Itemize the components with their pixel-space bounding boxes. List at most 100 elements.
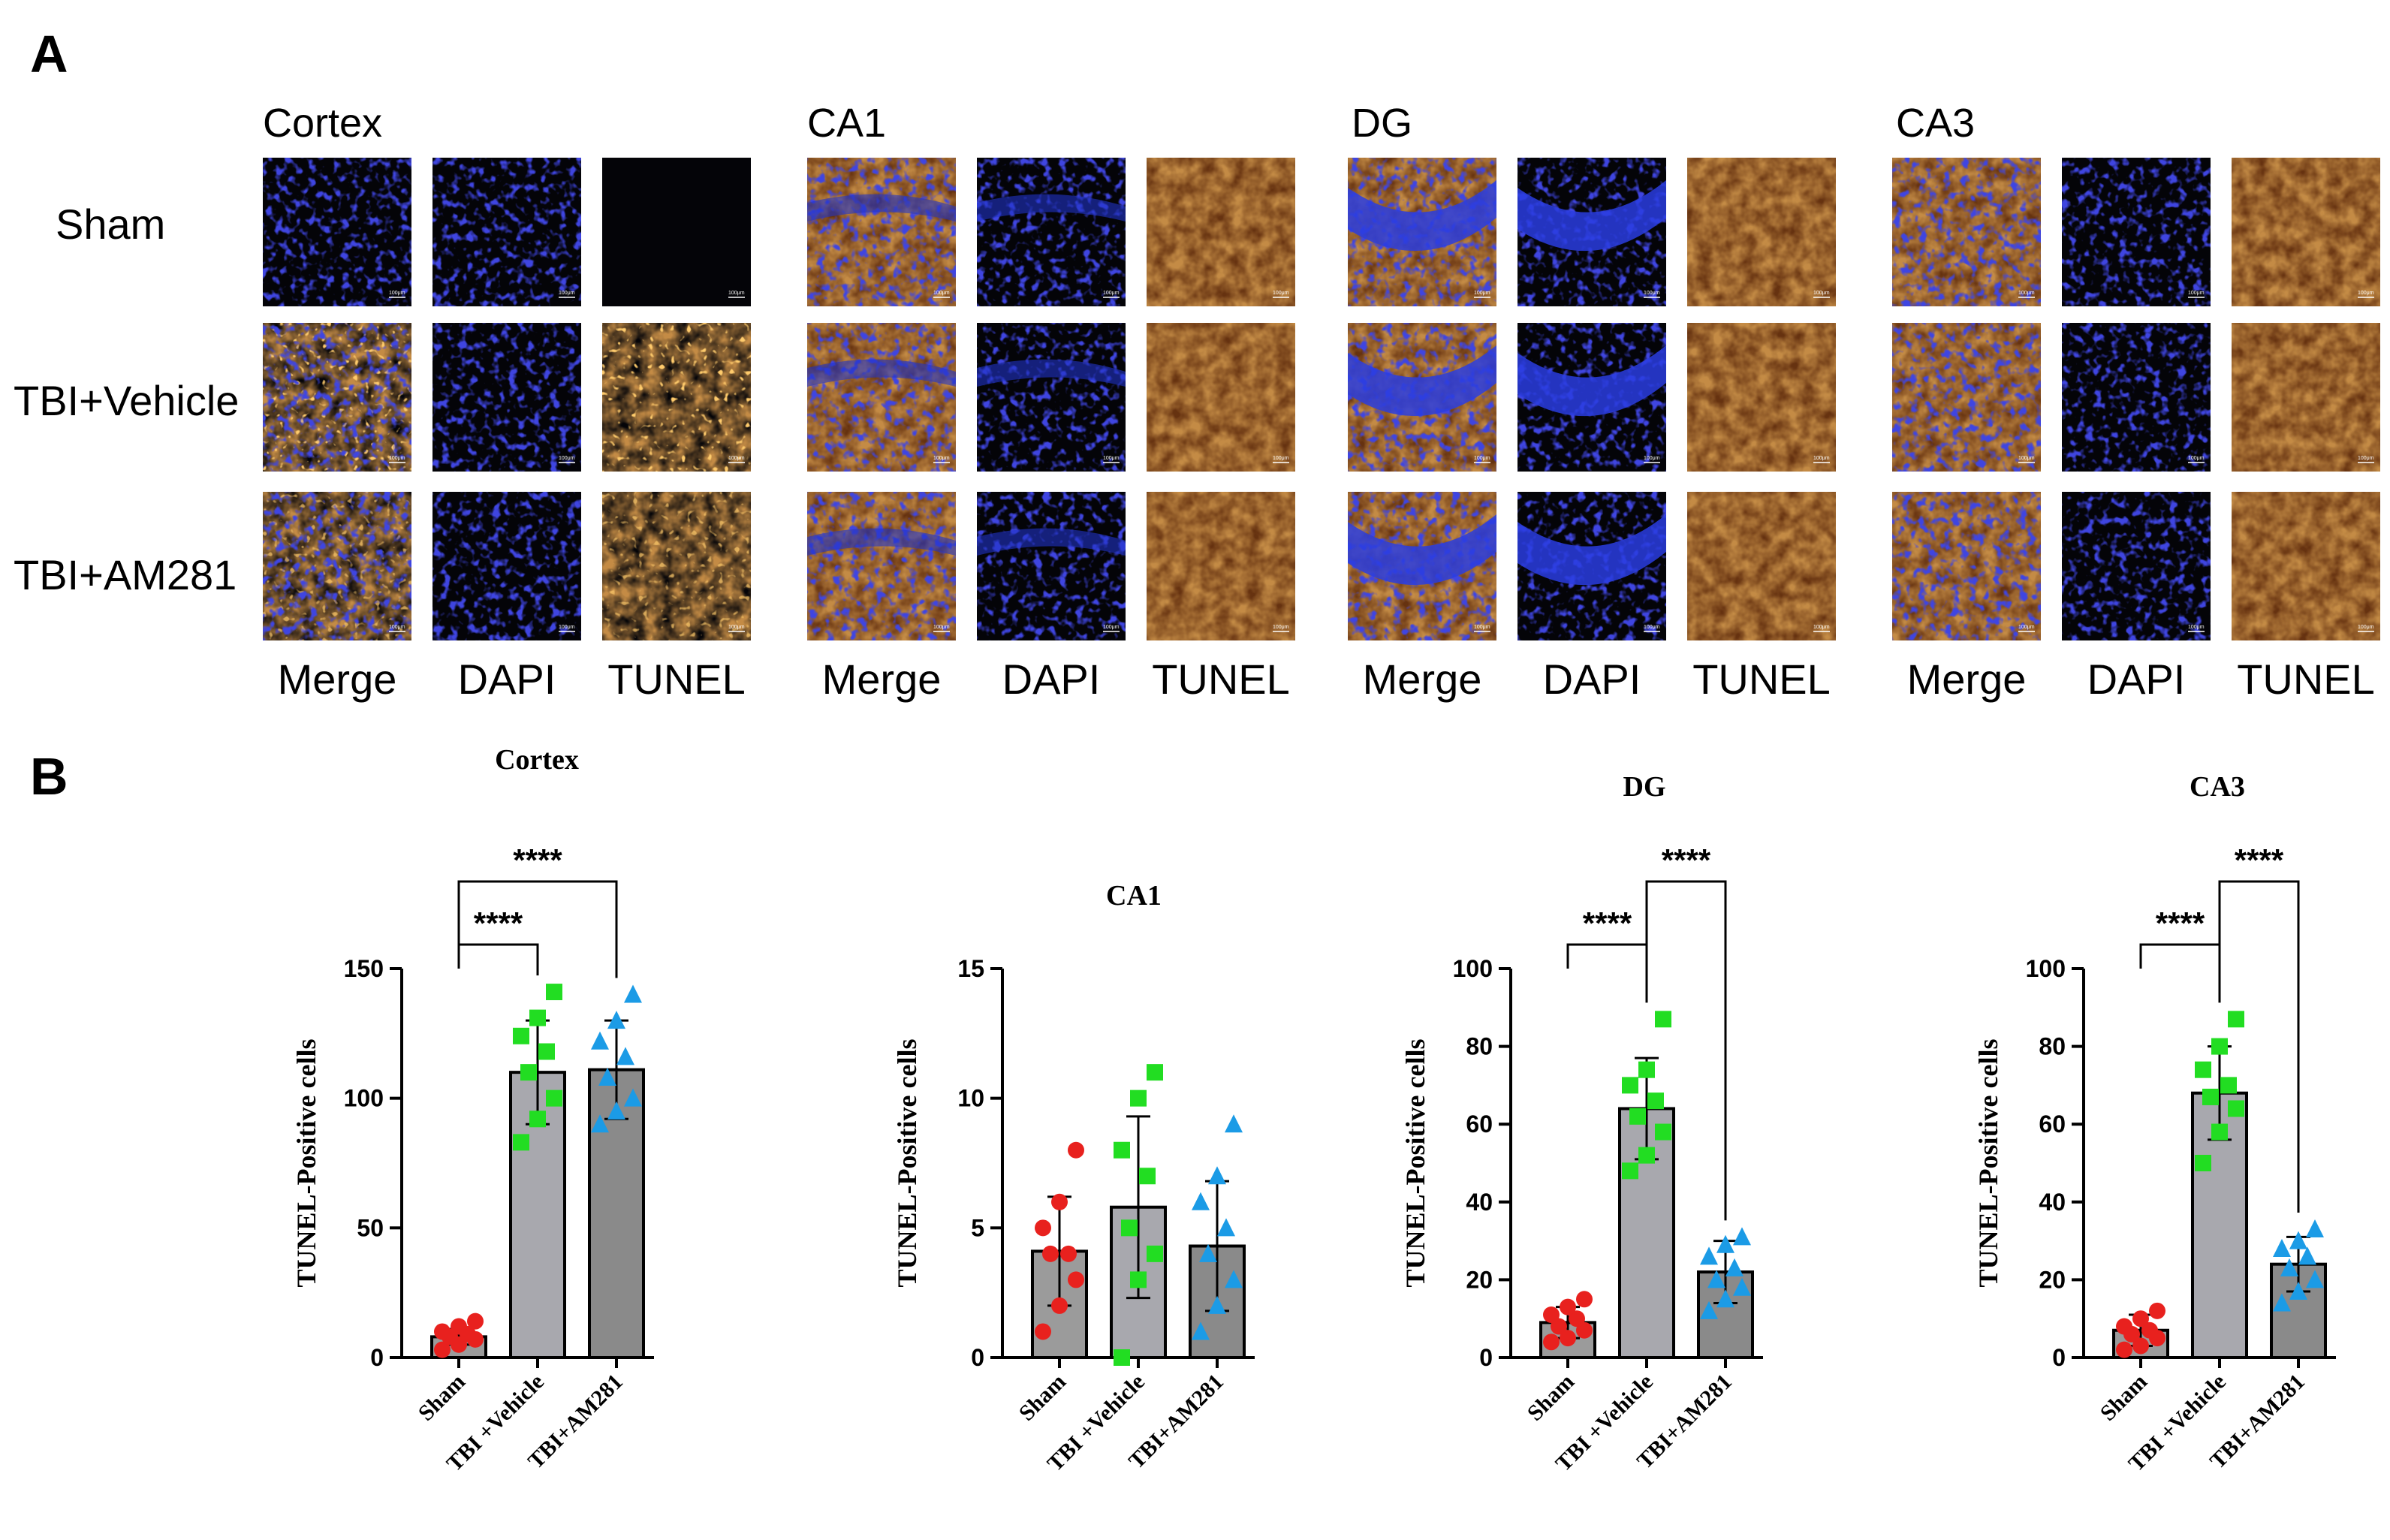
- data-point-0-3: [1551, 1318, 1567, 1335]
- micrograph-ca1-merge-row1: 100μm: [807, 323, 956, 472]
- significance-bracket-1: [457, 880, 618, 978]
- y-tick-label: 50: [357, 1214, 384, 1241]
- row-label-tbi-vehicle: TBI+Vehicle: [14, 377, 239, 424]
- panel-a-letter: A: [30, 25, 68, 83]
- y-tick-label: 0: [1479, 1344, 1493, 1371]
- data-point-2-1: [2289, 1281, 2307, 1300]
- scale-bar-label: 100μm: [2358, 456, 2374, 461]
- data-point-2-2: [1225, 1270, 1243, 1288]
- micrograph-ca3-dapi-row1: 100μm: [2062, 323, 2211, 472]
- micrograph-cortex-tunel-row1: 100μm: [602, 323, 751, 472]
- data-point-1-7: [1147, 1064, 1163, 1081]
- data-point-2-6: [607, 1011, 625, 1029]
- scale-bar-label: 100μm: [933, 291, 950, 296]
- micrograph-dg-merge-row1: 100μm: [1348, 323, 1496, 472]
- data-point-1-2: [1655, 1123, 1671, 1141]
- x-tick-label-0: Sham: [1523, 1370, 1579, 1426]
- micrograph-cortex-tunel-row2: 100μm: [602, 492, 751, 640]
- data-point-1-5: [513, 1027, 529, 1044]
- data-point-0-6: [451, 1318, 467, 1335]
- data-point-1-0: [513, 1134, 529, 1151]
- scale-bar-label: 100μm: [2018, 456, 2035, 461]
- scale-bar-label: 100μm: [1103, 291, 1120, 296]
- scale-bar-label: 100μm: [2358, 625, 2374, 630]
- data-point-2-2: [624, 1088, 642, 1107]
- data-point-1-1: [1130, 1271, 1147, 1288]
- chart-title: DG: [1623, 771, 1666, 803]
- data-point-1-2: [2228, 1100, 2244, 1117]
- data-point-0-1: [1560, 1330, 1576, 1347]
- region-title-2: DG: [1352, 101, 1412, 146]
- micrograph-ca1-dapi-row2: 100μm: [977, 492, 1126, 640]
- significance-label-1: ****: [2235, 842, 2284, 878]
- column-label-1-0: Merge: [822, 655, 942, 703]
- data-point-1-7: [546, 984, 562, 1001]
- micrograph-ca1-tunel-row1: 100μm: [1147, 323, 1295, 472]
- scale-bar-label: 100μm: [1644, 456, 1660, 461]
- data-point-1-6: [1638, 1061, 1655, 1078]
- y-tick-label: 5: [971, 1214, 984, 1241]
- data-point-1-1: [2211, 1123, 2228, 1141]
- data-point-1-1: [529, 1111, 546, 1128]
- scale-bar-label: 100μm: [389, 291, 405, 296]
- data-point-1-0: [1114, 1349, 1130, 1366]
- data-point-2-3: [1707, 1270, 1725, 1288]
- column-label-2-2: TUNEL: [1692, 655, 1831, 703]
- data-point-2-7: [2306, 1219, 2324, 1238]
- micrograph-dg-merge-row2: 100μm: [1348, 492, 1496, 640]
- data-point-2-2: [2306, 1270, 2324, 1288]
- y-tick-label: 100: [2026, 955, 2066, 982]
- data-point-0-1: [1051, 1297, 1068, 1314]
- column-label-0-1: DAPI: [458, 655, 556, 703]
- micrograph-ca3-tunel-row2: 100μm: [2232, 492, 2380, 640]
- y-tick-label: 60: [2039, 1111, 2066, 1138]
- micrograph-dg-tunel-row2: 100μm: [1687, 492, 1836, 640]
- data-point-0-4: [2141, 1322, 2158, 1339]
- y-tick-label: 0: [2052, 1344, 2066, 1371]
- data-point-2-6: [1716, 1234, 1734, 1253]
- scale-bar-label: 100μm: [1103, 625, 1120, 630]
- micrograph-ca3-merge-row2: 100μm: [1892, 492, 2041, 640]
- significance-bracket-0: [1566, 943, 1648, 1003]
- data-point-2-0: [2273, 1293, 2291, 1312]
- micrograph-dg-tunel-row1: 100μm: [1687, 323, 1836, 472]
- scale-bar-label: 100μm: [1644, 625, 1660, 630]
- x-tick-label-0: Sham: [1014, 1370, 1071, 1426]
- data-point-1-0: [2195, 1155, 2211, 1171]
- significance-bracket-1: [2218, 880, 2300, 1213]
- y-axis-label: TUNEL-Positive cells: [1973, 1039, 2003, 1288]
- column-label-0-2: TUNEL: [607, 655, 746, 703]
- micrograph-ca1-tunel-row0: 100μm: [1147, 158, 1295, 306]
- scale-bar-label: 100μm: [1273, 456, 1289, 461]
- data-point-0-7: [2149, 1302, 2165, 1319]
- data-point-2-3: [2280, 1258, 2298, 1276]
- micrograph-ca1-dapi-row1: 100μm: [977, 323, 1126, 472]
- y-tick-label: 0: [971, 1344, 984, 1371]
- y-tick-label: 0: [370, 1344, 384, 1371]
- data-point-1-6: [529, 1009, 546, 1026]
- data-point-1-0: [1622, 1162, 1638, 1180]
- scale-bar-label: 100μm: [2188, 291, 2205, 296]
- data-point-1-3: [2202, 1088, 2219, 1105]
- data-point-0-4: [1569, 1310, 1585, 1328]
- y-tick-label: 40: [1466, 1189, 1493, 1216]
- data-point-2-1: [607, 1101, 625, 1120]
- y-tick-label: 80: [1466, 1033, 1493, 1060]
- data-point-2-7: [624, 984, 642, 1003]
- scale-bar-label: 100μm: [933, 625, 950, 630]
- data-point-2-6: [1208, 1166, 1226, 1185]
- data-point-0-0: [2116, 1341, 2132, 1358]
- column-label-3-1: DAPI: [2087, 655, 2186, 703]
- chart-title: CA1: [1106, 880, 1162, 912]
- row-label-sham: Sham: [56, 200, 165, 248]
- scale-bar-label: 100μm: [2188, 625, 2205, 630]
- data-point-0-6: [2132, 1310, 2149, 1328]
- data-point-1-3: [1121, 1219, 1138, 1237]
- data-point-0-7: [467, 1312, 484, 1330]
- scale-bar-label: 100μm: [1474, 456, 1490, 461]
- data-point-1-4: [2220, 1077, 2237, 1094]
- y-axis-label: TUNEL-Positive cells: [291, 1039, 321, 1288]
